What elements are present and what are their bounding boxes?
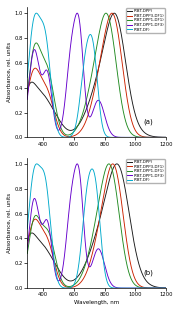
Text: (b): (b) — [143, 269, 153, 276]
X-axis label: Wavelength, nm: Wavelength, nm — [74, 300, 119, 305]
Y-axis label: Absorbance, rel. units: Absorbance, rel. units — [7, 42, 12, 102]
Text: (a): (a) — [143, 119, 153, 125]
Y-axis label: Absorbance, rel. units: Absorbance, rel. units — [7, 193, 12, 253]
Legend: P(BT-DPP), P(BT-DPP3-DF1), P(BT-DPP1-DF1), P(BT-DPP1-DF3), P(BT-DF): P(BT-DPP), P(BT-DPP3-DF1), P(BT-DPP1-DF1… — [126, 8, 165, 33]
Legend: P(BT-DPP), P(BT-DPP3-DF1), P(BT-DPP1-DF1), P(BT-DPP1-DF3), P(BT-DF): P(BT-DPP), P(BT-DPP3-DF1), P(BT-DPP1-DF1… — [126, 159, 165, 183]
